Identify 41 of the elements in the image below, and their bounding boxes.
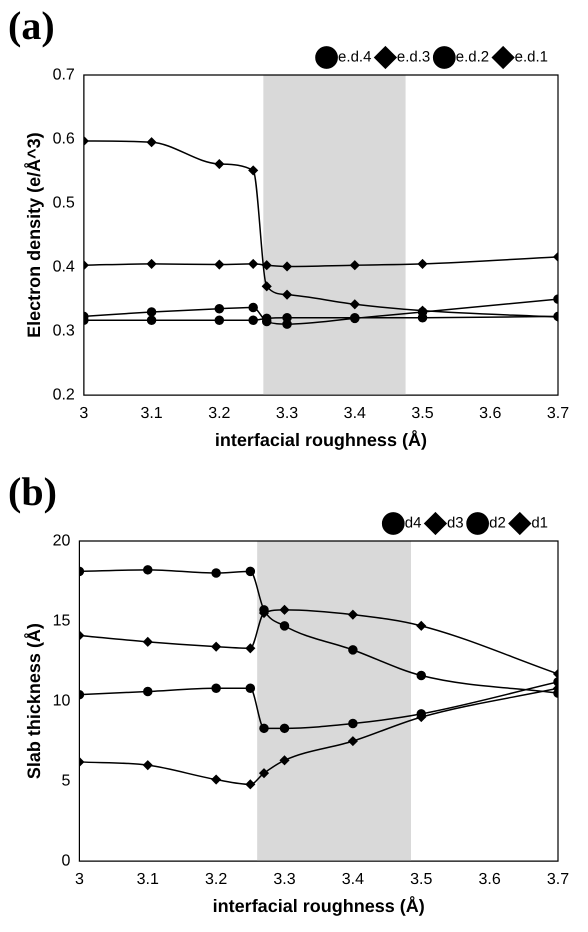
chart-title: (a) [8,2,55,49]
x-tick-label: 3 [79,405,88,422]
y-tick-label: 10 [52,692,70,710]
legend-label: e.d.3 [396,48,430,66]
x-tick-label: 3.6 [479,405,502,422]
y-tick-label: 20 [52,532,70,550]
y-tick-label: 0.3 [52,322,75,340]
x-tick-label: 3.5 [411,405,434,422]
chart-title: (b) [8,468,57,515]
x-tick-label: 3.4 [342,871,364,888]
y-tick-label: 0.5 [52,194,75,212]
x-axis-title: interfacial roughness (Å) [212,896,425,916]
legend-label: e.d.1 [514,48,548,66]
x-tick-label: 3.2 [208,405,231,422]
y-tick-label: 0.7 [52,66,75,84]
legend-label: e.d.4 [338,48,372,66]
legend-label: e.d.2 [456,48,490,66]
y-tick-label: 0.6 [52,130,75,148]
x-tick-label: 3.1 [136,871,159,888]
legend-label: d2 [489,514,506,532]
x-tick-label: 3.5 [410,871,432,888]
legend-label: d4 [404,514,422,532]
x-tick-label: 3.7 [546,871,570,888]
y-axis-title: Slab thickness (Å) [24,623,44,780]
x-tick-label: 3.6 [478,871,501,888]
legend-label: d1 [531,514,548,532]
x-tick-label: 3.1 [140,405,163,422]
x-tick-label: 3.3 [273,871,296,888]
x-tick-label: 3.4 [344,405,366,422]
x-tick-label: 3.2 [205,871,228,888]
y-tick-label: 0 [61,852,70,870]
y-axis-title: Electron density (e/Å^3) [24,132,44,338]
legend-label: d3 [446,514,464,532]
y-tick-label: 0.2 [52,386,75,404]
x-tick-label: 3.7 [546,405,570,422]
y-tick-label: 5 [61,772,70,790]
y-tick-label: 15 [52,612,70,630]
x-tick-label: 3.3 [276,405,298,422]
x-axis-title: interfacial roughness (Å) [214,430,427,450]
x-tick-label: 3 [74,871,84,888]
y-tick-label: 0.4 [52,258,75,276]
